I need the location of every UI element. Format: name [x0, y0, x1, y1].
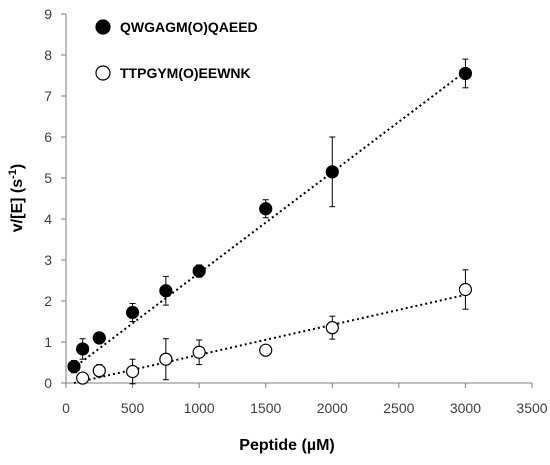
data-point-series-2 — [125, 364, 140, 379]
y-tick-label: 3 — [44, 252, 52, 268]
data-point-series-1 — [92, 331, 106, 345]
data-point-series-1 — [125, 305, 140, 320]
x-axis-title: Peptide (µM) — [239, 437, 334, 454]
data-point-series-1 — [67, 360, 81, 374]
legend-label-2: TTPGYM(O)EEWNK — [120, 65, 251, 81]
y-axis-title: v/[E] (s-1) — [7, 164, 26, 232]
data-point-series-2 — [259, 343, 273, 357]
data-point-series-1 — [159, 284, 173, 298]
x-tick-label: 3000 — [450, 400, 481, 416]
data-point-series-1 — [192, 264, 206, 278]
y-axis-title-main: v/[E] (s — [9, 179, 26, 232]
data-point-series-1 — [259, 202, 273, 216]
x-tick-label: 3500 — [516, 400, 547, 416]
y-axis-title-close: ) — [9, 164, 26, 169]
data-point-series-2 — [325, 321, 339, 335]
x-tick-label: 0 — [62, 400, 70, 416]
data-point-series-1 — [458, 66, 473, 81]
x-tick-label: 1000 — [184, 400, 215, 416]
x-tick-label: 2000 — [317, 400, 348, 416]
y-tick-label: 1 — [44, 334, 52, 350]
error-bars — [70, 58, 469, 385]
data-point-series-2 — [458, 282, 473, 297]
data-point-series-2 — [76, 371, 90, 385]
data-point-series-1 — [76, 342, 90, 356]
data-point-series-1 — [325, 165, 339, 179]
x-tick-label: 1500 — [250, 400, 281, 416]
x-tick-label: 2500 — [383, 400, 414, 416]
data-point-series-2 — [92, 364, 106, 378]
trendline-series-2 — [73, 293, 466, 384]
x-tick-label: 500 — [121, 400, 145, 416]
data-point-series-2 — [159, 352, 173, 366]
y-tick-label: 6 — [44, 129, 52, 145]
y-axis-title-sup: -1 — [7, 169, 19, 179]
legend-label-1: QWGAGM(O)QAEED — [120, 19, 258, 35]
axes: 0 1 2 3 4 5 6 7 8 9 0 500 1000 1500 2000 2500 3000 3500 — [44, 6, 548, 416]
y-tick-label: 8 — [44, 47, 52, 63]
trendline-series-1 — [72, 70, 467, 370]
y-tick-label: 5 — [44, 170, 52, 186]
y-tick-label: 0 — [44, 375, 52, 391]
data-point-series-2 — [192, 345, 206, 359]
legend: QWGAGM(O)QAEED TTPGYM(O)EEWNK — [95, 19, 258, 81]
y-tick-label: 7 — [44, 88, 52, 104]
legend-marker-2 — [95, 65, 111, 81]
y-tick-label: 2 — [44, 293, 52, 309]
y-tick-label: 9 — [44, 6, 52, 22]
legend-marker-1 — [95, 19, 111, 35]
trendlines — [72, 70, 467, 384]
y-tick-label: 4 — [44, 211, 52, 227]
data-points — [67, 66, 473, 385]
